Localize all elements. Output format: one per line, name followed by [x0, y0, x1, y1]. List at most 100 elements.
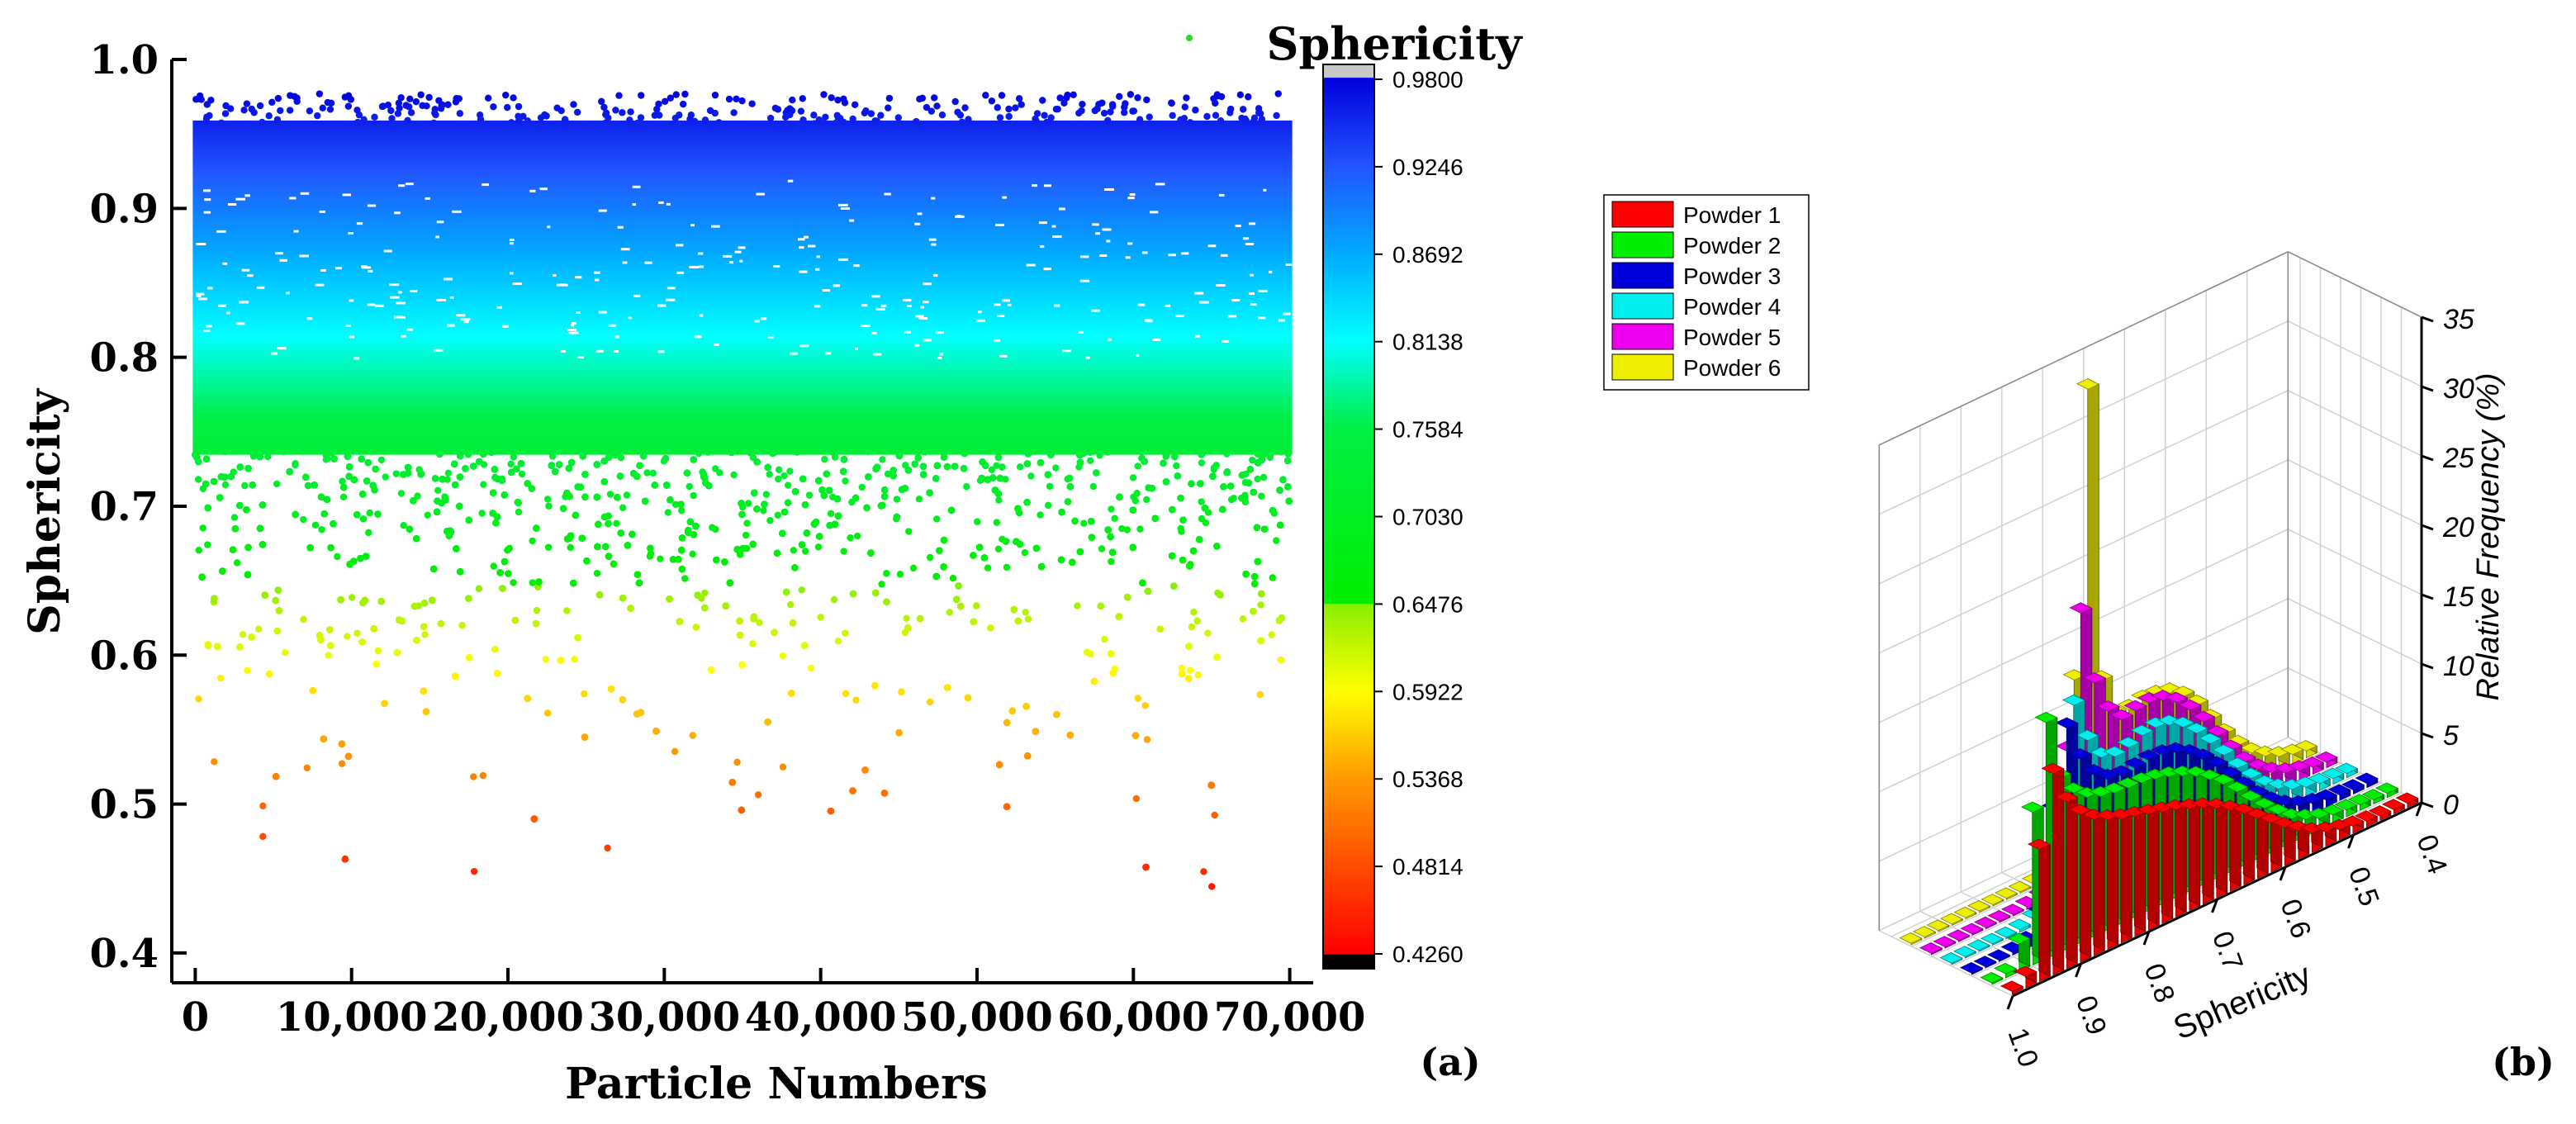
scatter-point — [1193, 617, 1201, 625]
scatter-point — [858, 483, 866, 491]
scatter-point — [579, 453, 587, 460]
scatter-point — [949, 574, 957, 582]
scatter-density-band — [192, 242, 1293, 247]
scatter-point — [543, 496, 552, 503]
scatter-point — [926, 553, 934, 562]
scatter-point — [639, 443, 648, 452]
scatter-point — [642, 497, 649, 505]
scatter-point — [328, 449, 335, 457]
scatter-point — [840, 548, 847, 555]
scatter-point — [779, 652, 786, 660]
scatter-point — [834, 638, 842, 645]
scatter-point — [1251, 580, 1259, 588]
scatter-density-band — [192, 403, 1293, 407]
scatter-density-band — [192, 257, 1293, 262]
scatter-point — [1186, 666, 1194, 674]
scatter-point — [629, 530, 636, 538]
scatter-density-band — [192, 254, 1293, 258]
scatter-point — [622, 443, 629, 451]
scatter-density-band — [192, 391, 1293, 396]
scatter-density-band — [192, 212, 1293, 217]
scatter-point — [1115, 613, 1122, 620]
scatter-point — [593, 569, 601, 577]
scatter-point — [358, 455, 365, 463]
scatter-density-band — [192, 249, 1293, 253]
scatter-density-band — [192, 370, 1293, 375]
scatter-point — [784, 481, 792, 489]
scatter-point — [309, 687, 316, 695]
scatter-point — [664, 509, 672, 516]
scatter-point — [692, 624, 700, 631]
scatter-point — [572, 511, 580, 519]
scatter-point — [690, 491, 697, 500]
scatter-point — [280, 448, 287, 456]
scatter-point — [1249, 456, 1256, 464]
scatter-point — [943, 462, 951, 471]
scatter-point — [1250, 488, 1257, 496]
scatter-point — [535, 578, 543, 586]
scatter-point — [1177, 494, 1184, 502]
scatter-point — [374, 510, 382, 518]
scatter-point — [756, 619, 763, 627]
scatter-point — [973, 518, 981, 525]
scatter-point — [334, 553, 341, 561]
scatter-point — [239, 631, 247, 638]
scatter-point — [364, 529, 372, 537]
scatter-point — [689, 550, 696, 558]
scatter-point — [1238, 495, 1245, 502]
scatter-point — [1144, 587, 1152, 595]
scatter-point — [236, 463, 244, 471]
scatter-point — [883, 570, 890, 577]
scatter-point — [372, 465, 379, 473]
scatter-point — [671, 500, 680, 509]
scatter-point — [577, 445, 585, 453]
scatter-density-band — [192, 180, 1293, 184]
scatter-point — [1027, 472, 1035, 480]
scatter-point — [236, 643, 244, 651]
scatter-point — [712, 465, 719, 472]
scatter-point — [730, 471, 738, 479]
scatter-point — [605, 553, 613, 560]
scatter-point — [1223, 450, 1231, 458]
scatter-density-band — [192, 427, 1293, 431]
scatter-point — [690, 531, 698, 538]
scatter-point — [1217, 591, 1224, 599]
scatter-point — [470, 867, 478, 875]
scatter-point — [1246, 466, 1255, 473]
scatter-density-band — [192, 445, 1293, 449]
scatter-density-band — [192, 353, 1293, 357]
scatter-point — [953, 595, 961, 604]
scatter-point — [1239, 615, 1247, 623]
scatter-point — [633, 472, 641, 481]
scatter-point — [1139, 579, 1146, 587]
scatter-point — [606, 491, 614, 498]
scatter-point — [202, 455, 211, 463]
scatter-point — [1002, 538, 1010, 545]
scatter-point — [359, 515, 368, 523]
scatter-point — [807, 664, 815, 672]
scatter-point — [533, 606, 541, 614]
scatter-density-band — [192, 269, 1293, 273]
scatter-density-band — [192, 218, 1293, 223]
scatter-point — [774, 511, 782, 519]
scatter-point — [1087, 457, 1094, 465]
scatter-density-band — [192, 400, 1293, 405]
scatter-point — [568, 458, 576, 467]
scatter-density-band — [192, 188, 1293, 193]
scatter-point — [919, 471, 927, 478]
scatter-point — [721, 447, 729, 454]
scatter-point — [915, 496, 923, 503]
scatter-point — [244, 571, 252, 579]
scatter-density-band — [192, 132, 1293, 136]
scatter-density-band — [192, 394, 1293, 399]
scatter-point — [919, 462, 927, 470]
scatter-point — [1173, 462, 1180, 470]
scatter-point — [863, 504, 871, 512]
scatter-density-band — [192, 305, 1293, 309]
scatter-density-band — [192, 197, 1293, 202]
scatter-point — [254, 625, 263, 633]
scatter-point — [610, 560, 618, 568]
scatter-point — [895, 452, 904, 460]
scatter-point — [345, 472, 353, 481]
scatter-point — [646, 553, 654, 560]
